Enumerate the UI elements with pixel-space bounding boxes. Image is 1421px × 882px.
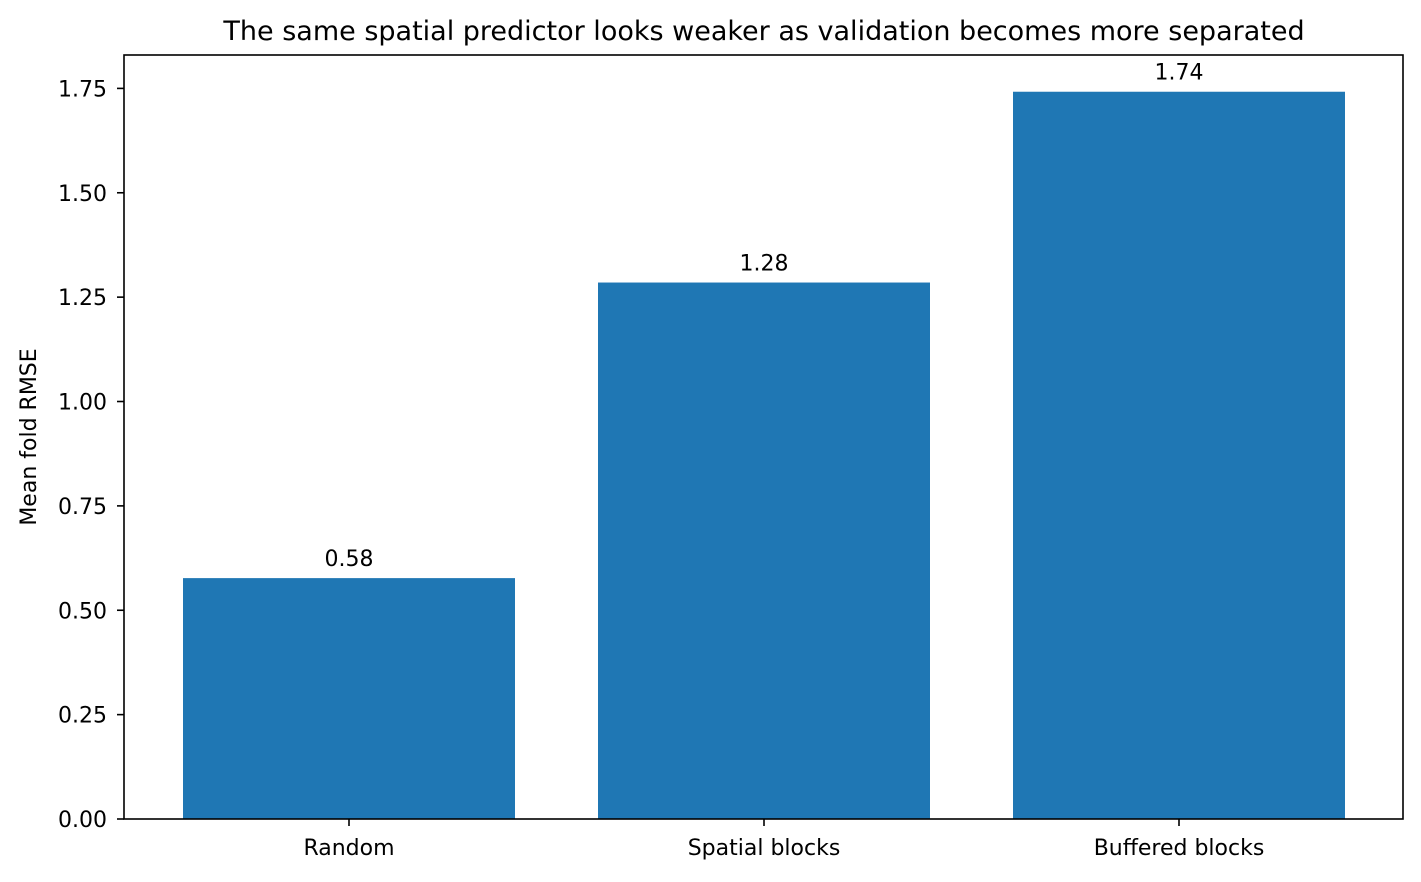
x-tick-label: Random [303,836,394,861]
value-labels-layer: 0.58 1.28 1.74 [325,61,1204,572]
y-tick-label: 0.00 [58,808,107,833]
bar-spatial-blocks [598,282,930,820]
x-tick-label: Spatial blocks [688,836,841,861]
bars-layer [183,91,1345,820]
plot-area-frame [123,54,1404,820]
x-axis-ticks: Random Spatial blocks Buffered blocks [303,819,1264,861]
y-tick-label: 0.25 [58,704,107,729]
y-tick-label: 1.00 [58,391,107,416]
y-tick-label: 1.75 [58,77,107,102]
chart-title: The same spatial predictor looks weaker … [222,16,1304,47]
bar-random [183,578,515,819]
bar-value-label: 0.58 [325,547,374,572]
bar-value-label: 1.28 [740,252,789,277]
bar-buffered-blocks [1013,91,1345,820]
y-axis-ticks: 0.00 0.25 0.50 0.75 1.00 1.25 1.50 1.75 [58,77,124,833]
y-axis-label: Mean fold RMSE [17,348,42,525]
bar-value-label: 1.74 [1155,61,1204,86]
x-tick-label: Buffered blocks [1094,836,1265,861]
y-tick-label: 0.75 [58,495,107,520]
y-tick-label: 0.50 [58,599,107,624]
y-tick-label: 1.25 [58,286,107,311]
y-tick-label: 1.50 [58,182,107,207]
